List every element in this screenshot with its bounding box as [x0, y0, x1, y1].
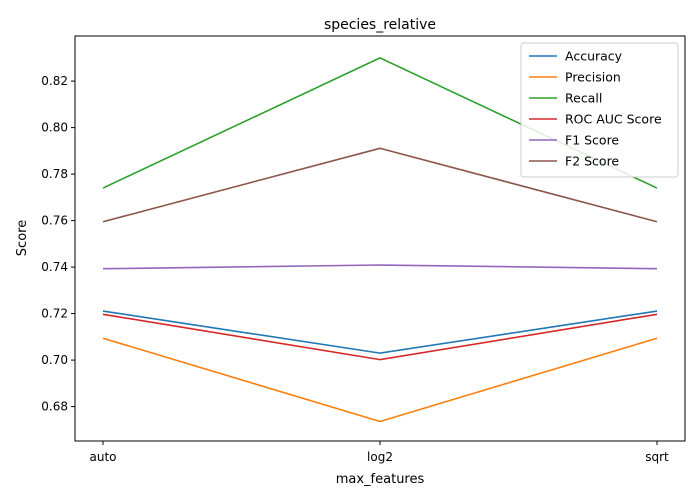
- series-line-f1-score: [102, 264, 658, 270]
- y-tick-label: 0.72: [41, 307, 68, 321]
- axes-frame: [74, 35, 686, 442]
- series-line-accuracy: [102, 310, 658, 354]
- x-axis-label: max_features: [336, 472, 425, 487]
- y-tick-label: 0.78: [41, 167, 68, 181]
- series-line-precision: [102, 337, 658, 423]
- x-tick-label: auto: [89, 450, 116, 464]
- x-tick-label: log2: [367, 450, 393, 464]
- chart-title: species_relative: [324, 17, 436, 33]
- series-line-f2-score: [102, 147, 658, 223]
- y-tick-label: 0.68: [41, 400, 68, 414]
- legend-label: ROC AUC Score: [565, 112, 662, 127]
- y-tick-label: 0.74: [41, 260, 68, 274]
- legend-box: [520, 42, 679, 178]
- legend-label: F2 Score: [565, 154, 619, 169]
- y-axis: 0.68 0.70 0.72 0.74 0.76 0.78 0.80 0.82: [41, 74, 75, 414]
- y-tick-label: 0.70: [41, 353, 68, 367]
- legend: Accuracy Precision Recall ROC AUC Score F1 S…: [520, 42, 679, 178]
- y-axis-label: Score: [15, 220, 30, 256]
- legend-label: F1 Score: [565, 133, 619, 148]
- series-lines: [102, 57, 658, 423]
- y-tick-label: 0.80: [41, 121, 68, 135]
- y-tick-label: 0.76: [41, 214, 68, 228]
- series-line-roc-auc-score: [102, 313, 658, 361]
- legend-label: Recall: [565, 91, 602, 106]
- x-axis: auto log2 sqrt: [89, 441, 669, 464]
- x-tick-label: sqrt: [645, 450, 669, 464]
- legend-label: Precision: [565, 70, 621, 85]
- legend-label: Accuracy: [565, 49, 623, 64]
- y-tick-label: 0.82: [41, 74, 68, 88]
